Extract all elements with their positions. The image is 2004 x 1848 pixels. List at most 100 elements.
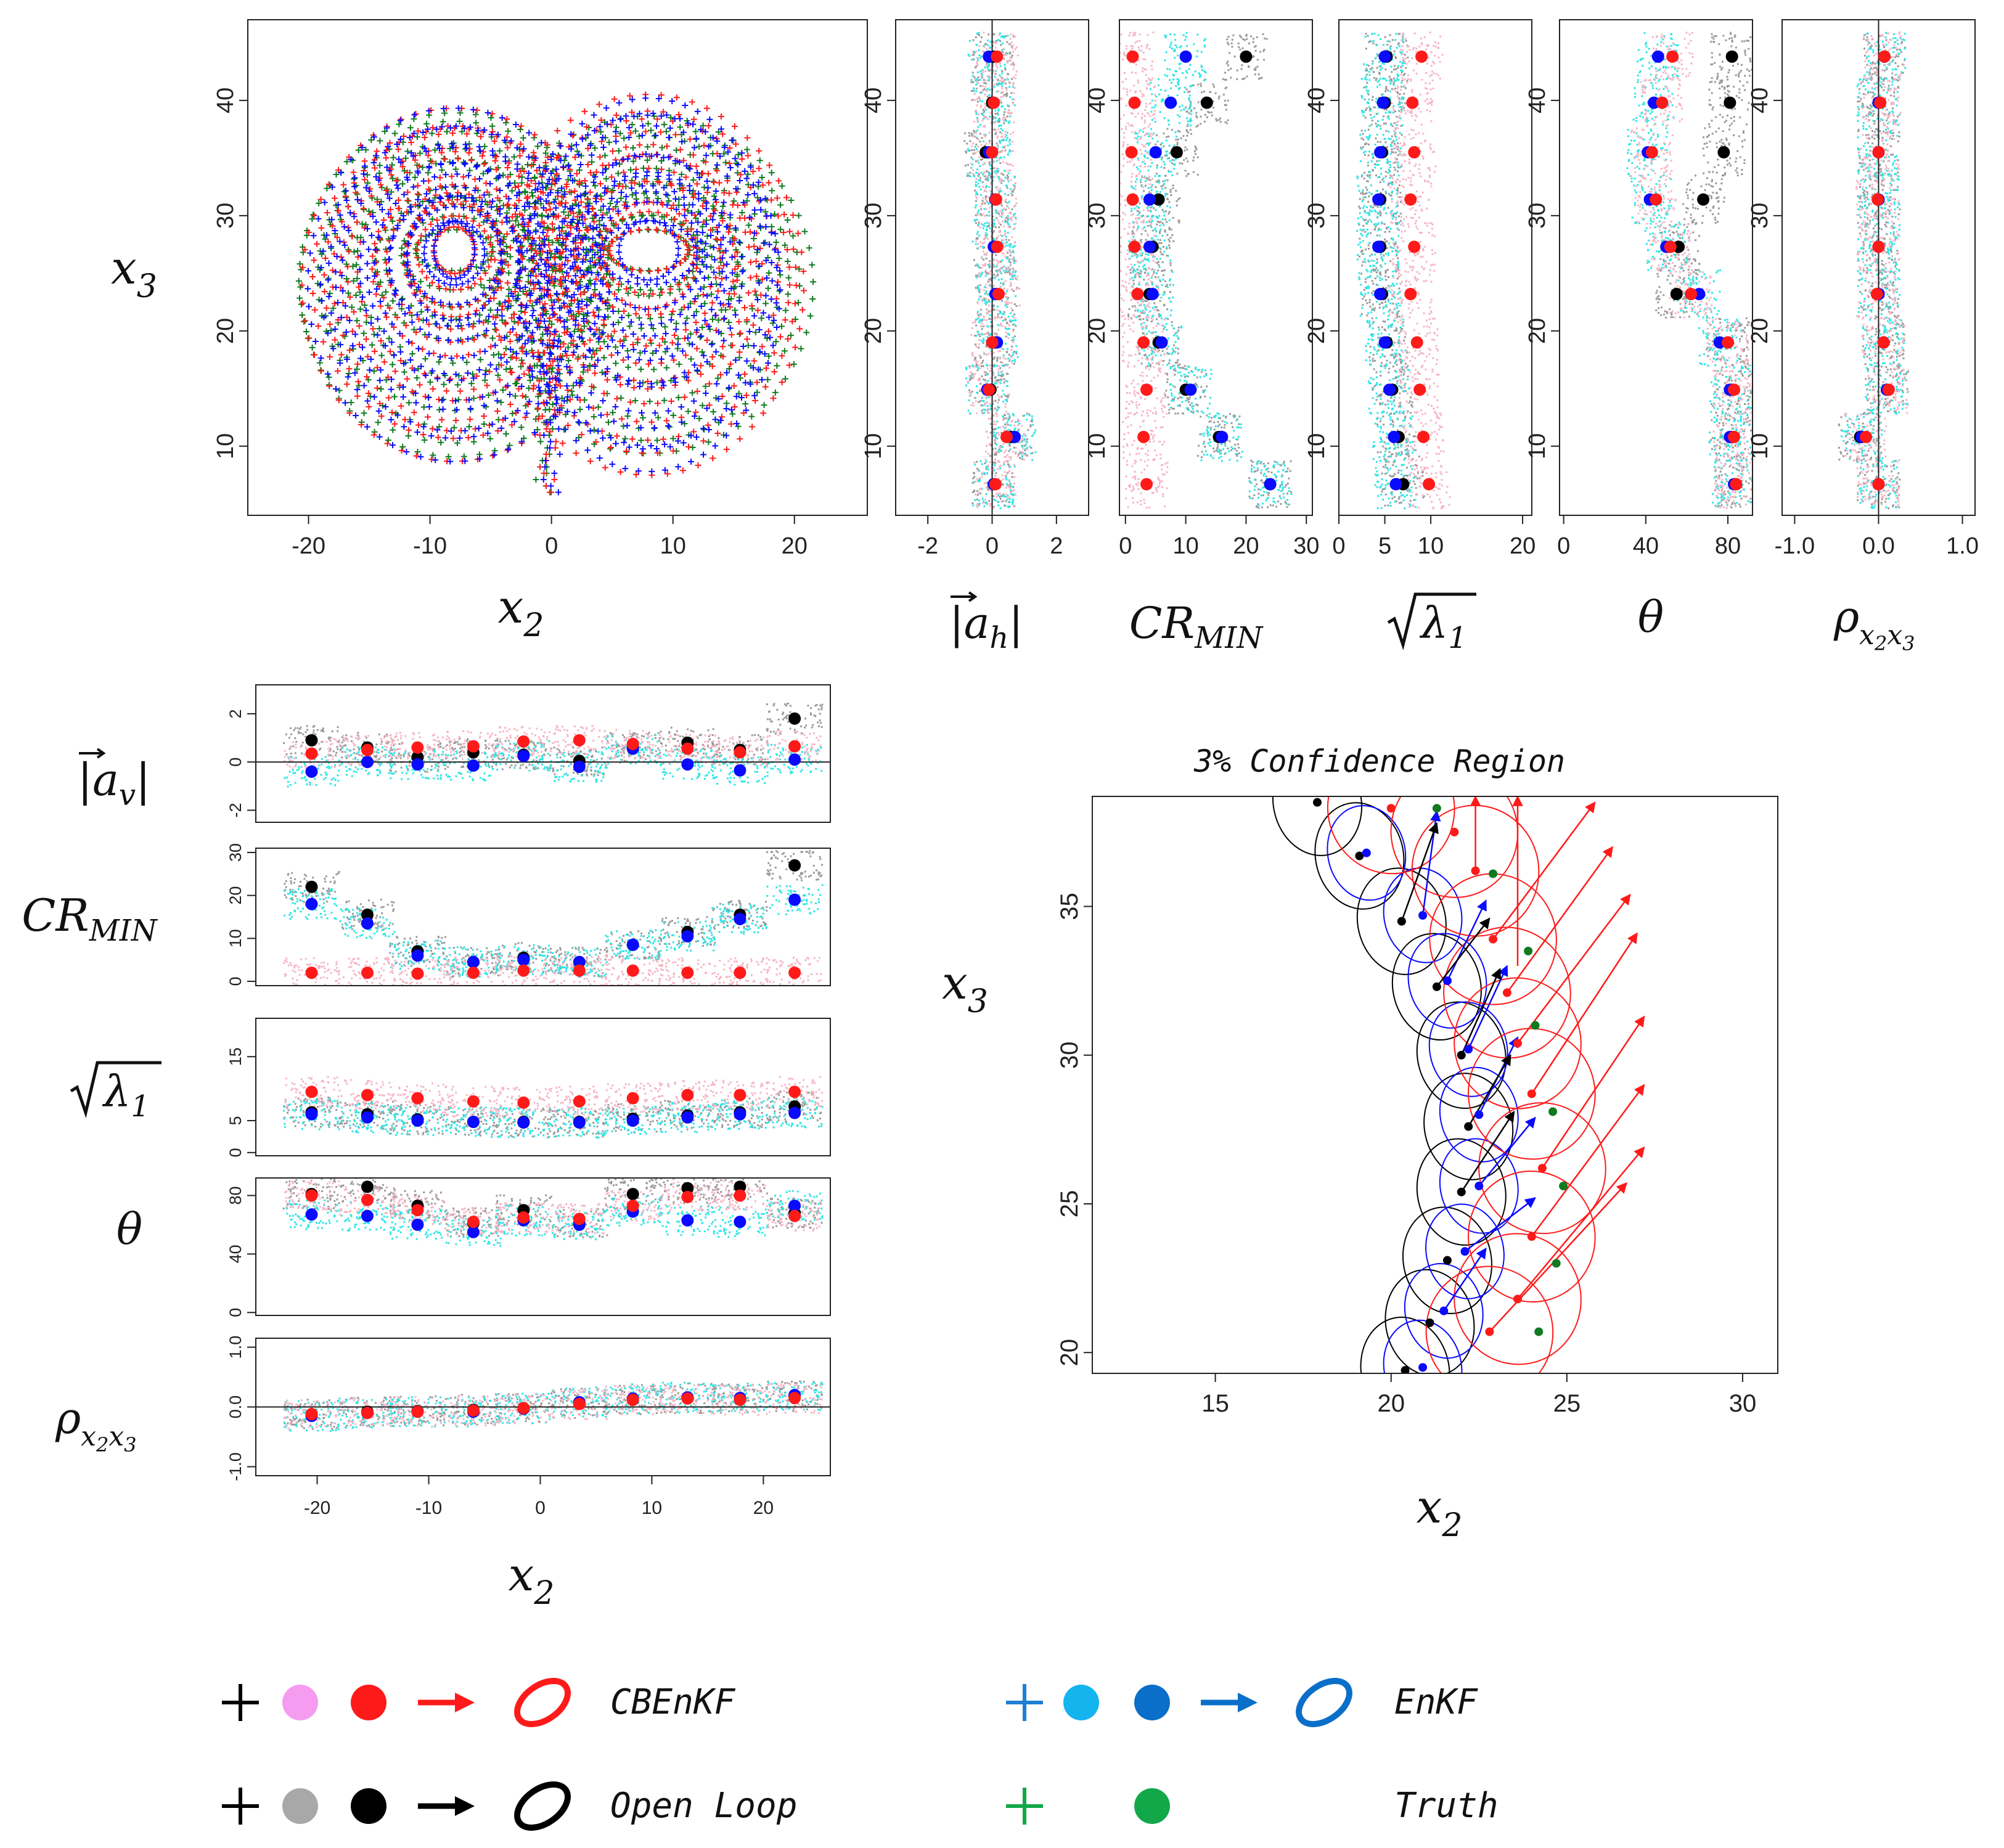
attractor-point <box>586 404 592 411</box>
attractor-point <box>345 279 351 285</box>
attractor-point <box>750 322 756 329</box>
attractor-point <box>685 247 692 253</box>
ah-cloud-dot <box>986 481 988 484</box>
attractor-point <box>452 123 459 129</box>
ah-cloud-dot <box>1030 446 1033 449</box>
attractor-point <box>565 176 571 183</box>
attractor-point <box>518 249 525 256</box>
attractor-point <box>709 354 716 361</box>
attractor-point <box>600 321 607 328</box>
attractor-point <box>645 361 652 367</box>
attractor-point <box>713 380 720 387</box>
attractor-point <box>651 425 658 431</box>
attractor-point <box>515 292 521 298</box>
attractor-point <box>719 268 726 275</box>
ah-cloud-dot <box>977 223 980 226</box>
attractor-point <box>685 304 692 311</box>
attractor-point <box>739 268 746 275</box>
attractor-point <box>587 142 594 149</box>
ah-cloud-dot <box>1013 303 1016 306</box>
attractor-point <box>696 143 702 150</box>
attractor-point <box>606 302 613 309</box>
ah-cloud-dot <box>1005 139 1008 141</box>
attractor-point <box>526 129 533 136</box>
attractor-point <box>710 408 717 415</box>
ah-cloud-dot <box>972 87 975 89</box>
attractor-point <box>647 127 654 134</box>
attractor-point <box>318 251 325 258</box>
ah-cloud-dot <box>964 165 967 167</box>
ah-cloud-dot <box>1003 265 1005 268</box>
attractor-point <box>588 269 595 276</box>
attractor-point <box>525 337 531 343</box>
attractor-point <box>586 346 592 353</box>
ah-cloud-dot <box>981 203 983 205</box>
attractor-point <box>361 163 368 170</box>
attractor-point <box>428 433 435 440</box>
attractor-point <box>383 164 390 171</box>
ah-cloud-dot <box>984 222 986 224</box>
ah-cloud-dot <box>1009 115 1012 118</box>
attractor-point <box>346 317 353 324</box>
attractor-point <box>395 197 402 203</box>
ah-cloud-dot <box>983 247 985 249</box>
ah-cloud-dot <box>1000 267 1003 269</box>
attractor-point <box>504 447 511 454</box>
attractor-point <box>587 294 594 301</box>
attractor-point <box>684 335 691 341</box>
attractor-point <box>530 192 536 199</box>
ah-cloud-dot <box>996 356 999 359</box>
attractor-point <box>536 354 543 361</box>
attractor-point <box>591 414 597 420</box>
ah-cloud-dot <box>1013 262 1015 264</box>
ah-cloud-dot <box>989 46 991 49</box>
ah-cloud-dot <box>975 83 978 86</box>
attractor-point <box>361 224 368 231</box>
attractor-point <box>658 356 665 362</box>
attractor-point <box>492 326 499 333</box>
attractor-point <box>473 120 480 126</box>
attractor-point <box>429 230 436 237</box>
attractor-point <box>731 235 738 242</box>
attractor-point <box>546 489 553 496</box>
ah-cloud-dot <box>976 460 978 463</box>
attractor-point <box>678 419 685 425</box>
attractor-point <box>586 325 593 332</box>
attractor-point <box>355 378 362 385</box>
attractor-point <box>386 256 393 263</box>
ah-cloud-dot <box>1015 452 1017 454</box>
attractor-point <box>753 258 759 264</box>
attractor-point <box>548 170 555 177</box>
attractor-point <box>706 402 713 409</box>
attractor-point <box>656 342 663 349</box>
attractor-point <box>663 112 670 118</box>
attractor-point <box>473 373 480 380</box>
ah-cloud-dot <box>990 444 992 446</box>
attractor-point <box>557 314 563 321</box>
attractor-point <box>679 138 685 145</box>
ah-cloud-dot <box>1001 72 1004 75</box>
attractor-point <box>620 215 626 222</box>
ah-cloud-dot <box>1018 457 1021 459</box>
ah-cloud-dot <box>1005 201 1007 203</box>
ah-cloud-dot <box>999 157 1001 160</box>
attractor-point <box>710 244 717 251</box>
attractor-point <box>732 266 738 272</box>
attractor-point <box>523 247 530 254</box>
attractor-point <box>554 189 561 196</box>
attractor-point <box>440 219 447 226</box>
attractor-point <box>408 282 415 289</box>
attractor-point <box>580 256 587 263</box>
attractor-point <box>434 206 441 213</box>
attractor-point <box>693 277 700 284</box>
attractor-point <box>702 158 709 165</box>
attractor-point <box>756 147 763 154</box>
attractor-point <box>637 209 643 216</box>
ah-cloud-dot <box>981 224 984 226</box>
ah-cloud-dot <box>989 264 991 267</box>
attractor-point <box>475 207 481 214</box>
attractor-point <box>786 362 793 369</box>
ah-cloud-dot <box>1004 176 1007 179</box>
attractor-point <box>629 109 636 115</box>
attractor-point <box>333 171 340 178</box>
